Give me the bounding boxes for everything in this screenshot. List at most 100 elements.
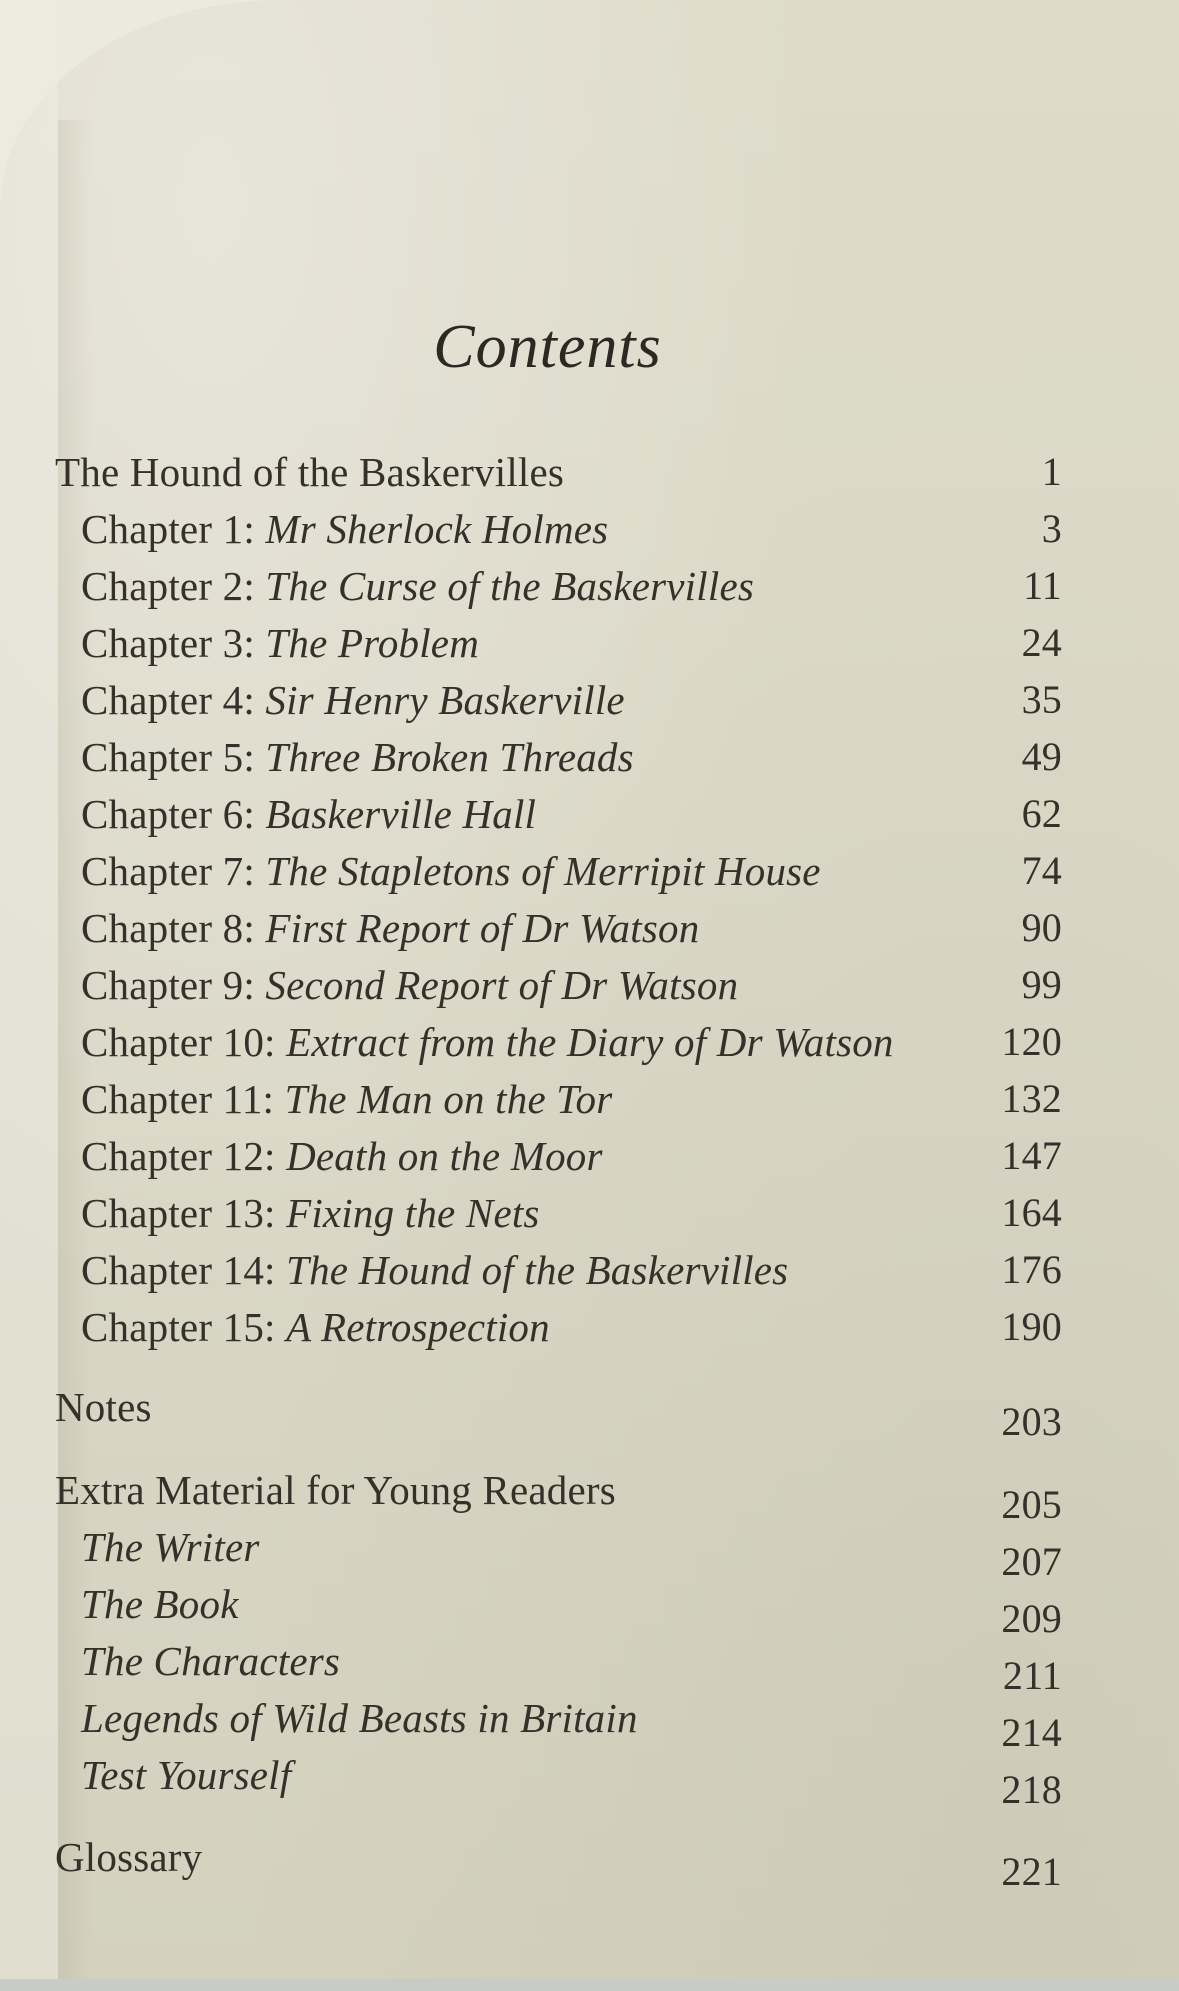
toc-page-number: 90 (1021, 905, 1062, 950)
toc-page-number: 218 (1001, 1767, 1062, 1812)
toc-entry-label: Chapter 1: Mr Sherlock Holmes (81, 505, 608, 553)
toc-page-number: 3 (1041, 506, 1062, 551)
toc-section: Glossary 221 (55, 1828, 1062, 1895)
chapter-number-prefix: Chapter 15: (81, 1303, 287, 1350)
toc-entry-row: The Writer 207 (55, 1518, 1062, 1585)
toc-page-number: 11 (1023, 563, 1062, 608)
toc-entry-row: Test Yourself 218 (55, 1746, 1062, 1813)
chapter-number-prefix: Chapter 1: (81, 505, 266, 552)
toc-page-number: 211 (1002, 1653, 1062, 1698)
toc-entry-title: Legends of Wild Beasts in Britain (81, 1694, 638, 1741)
toc-entry-label: The Book (81, 1580, 239, 1628)
table-of-contents: The Hound of the Baskervilles 1 Chapter 1:… (55, 443, 1062, 1895)
chapter-number-prefix: Chapter 2: (81, 562, 266, 609)
toc-page-number: 214 (1001, 1710, 1062, 1755)
toc-entry-label: Chapter 2: The Curse of the Baskervilles (81, 562, 754, 610)
toc-entry-title: Test Yourself (81, 1751, 292, 1798)
chapter-number-prefix: Chapter 14: (81, 1246, 287, 1293)
toc-entry-label: Chapter 12: Death on the Moor (81, 1132, 603, 1180)
toc-entry-title: The Book (81, 1580, 239, 1627)
toc-page-number: 221 (1001, 1849, 1062, 1894)
toc-entry-label: Chapter 8: First Report of Dr Watson (81, 904, 699, 952)
toc-entry-row: Chapter 7: The Stapletons of Merripit Ho… (55, 842, 1062, 899)
toc-entry-label: Glossary (55, 1833, 202, 1881)
toc-entry-row: Chapter 10: Extract from the Diary of Dr… (55, 1013, 1062, 1070)
toc-entry-title: Second Report of Dr Watson (265, 961, 739, 1008)
toc-entry-row: Chapter 13: Fixing the Nets 164 (55, 1184, 1062, 1241)
toc-entry-title: Sir Henry Baskerville (265, 676, 625, 723)
toc-page-number: 99 (1021, 962, 1062, 1007)
chapter-number-prefix: Chapter 7: (81, 847, 266, 894)
photo-bottom-edge (0, 1979, 1179, 1991)
toc-heading-row: Notes 203 (55, 1378, 1062, 1445)
toc-page-number: 207 (1001, 1539, 1062, 1584)
toc-entry-title: Baskerville Hall (265, 790, 537, 837)
toc-page-number: 1 (1041, 449, 1062, 494)
chapter-number-prefix: Chapter 4: (81, 676, 266, 723)
toc-entry-label: The Writer (81, 1523, 260, 1571)
toc-entry-title: The Man on the Tor (284, 1075, 613, 1122)
chapter-number-prefix: Chapter 10: (81, 1018, 287, 1065)
toc-entry-label: Chapter 13: Fixing the Nets (81, 1189, 540, 1237)
toc-entry-title: A Retrospection (286, 1303, 550, 1350)
chapter-number-prefix: Chapter 8: (81, 904, 266, 951)
toc-entry-row: The Book 209 (55, 1575, 1062, 1642)
toc-entry-row: Chapter 15: A Retrospection 190 (55, 1298, 1062, 1355)
toc-page-number: 164 (1001, 1190, 1062, 1235)
toc-entry-row: Chapter 12: Death on the Moor 147 (55, 1127, 1062, 1184)
toc-section: Notes 203 (55, 1378, 1062, 1445)
toc-entry-title: Notes (55, 1383, 152, 1430)
toc-section: Extra Material for Young Readers 205 The W… (55, 1461, 1062, 1813)
toc-page-number: 35 (1021, 677, 1062, 722)
toc-entry-row: Legends of Wild Beasts in Britain 214 (55, 1689, 1062, 1756)
toc-entry-label: Notes (55, 1383, 152, 1431)
toc-page-number: 209 (1001, 1596, 1062, 1641)
toc-page-number: 203 (1001, 1399, 1062, 1444)
toc-entry-title: Mr Sherlock Holmes (265, 505, 609, 552)
toc-heading-row: Extra Material for Young Readers 205 (55, 1461, 1062, 1528)
toc-page-number: 176 (1001, 1247, 1062, 1292)
toc-entry-label: The Characters (81, 1637, 340, 1685)
toc-entry-row: The Characters 211 (55, 1632, 1062, 1699)
toc-section: The Hound of the Baskervilles 1 Chapter 1:… (55, 443, 1062, 1355)
toc-entry-title: Extract from the Diary of Dr Watson (286, 1018, 894, 1065)
toc-entry-row: Chapter 9: Second Report of Dr Watson 99 (55, 956, 1062, 1013)
toc-entry-title: The Curse of the Baskervilles (265, 562, 755, 609)
toc-entry-row: Chapter 8: First Report of Dr Watson 90 (55, 899, 1062, 956)
chapter-number-prefix: Chapter 5: (81, 733, 266, 780)
toc-page-number: 62 (1021, 791, 1062, 836)
toc-entry-label: Chapter 9: Second Report of Dr Watson (81, 961, 738, 1009)
toc-entry-label: Test Yourself (81, 1751, 291, 1799)
toc-heading-row: The Hound of the Baskervilles 1 (55, 443, 1062, 500)
toc-entry-title: Fixing the Nets (286, 1189, 540, 1236)
chapter-number-prefix: Chapter 11: (81, 1075, 285, 1122)
toc-entry-title: The Stapletons of Merripit House (265, 847, 821, 894)
toc-entry-label: Chapter 11: The Man on the Tor (81, 1075, 612, 1123)
toc-entry-row: Chapter 11: The Man on the Tor 132 (55, 1070, 1062, 1127)
toc-entry-title: The Hound of the Baskervilles (286, 1246, 789, 1293)
toc-entry-label: Chapter 10: Extract from the Diary of Dr… (81, 1018, 894, 1066)
toc-entry-row: Chapter 6: Baskerville Hall 62 (55, 785, 1062, 842)
toc-page-number: 74 (1021, 848, 1062, 893)
toc-page-number: 190 (1001, 1304, 1062, 1349)
chapter-number-prefix: Chapter 13: (81, 1189, 287, 1236)
toc-entry-title: Three Broken Threads (265, 733, 634, 780)
chapter-number-prefix: Chapter 3: (81, 619, 266, 666)
toc-entry-label: Legends of Wild Beasts in Britain (81, 1694, 638, 1742)
chapter-number-prefix: Chapter 12: (81, 1132, 287, 1179)
toc-page-number: 205 (1001, 1482, 1062, 1527)
toc-page-number: 147 (1001, 1133, 1062, 1178)
toc-entry-label: Chapter 15: A Retrospection (81, 1303, 550, 1351)
toc-entry-label: Chapter 14: The Hound of the Baskerville… (81, 1246, 788, 1294)
toc-entry-title: Glossary (55, 1833, 203, 1880)
toc-entry-title: First Report of Dr Watson (265, 904, 700, 951)
toc-entry-title: The Problem (265, 619, 480, 666)
toc-page-number: 24 (1021, 620, 1062, 665)
toc-heading-row: Glossary 221 (55, 1828, 1062, 1895)
toc-entry-label: The Hound of the Baskervilles (55, 448, 564, 496)
toc-page-number: 49 (1021, 734, 1062, 779)
toc-entry-row: Chapter 4: Sir Henry Baskerville 35 (55, 671, 1062, 728)
toc-entry-row: Chapter 1: Mr Sherlock Holmes 3 (55, 500, 1062, 557)
